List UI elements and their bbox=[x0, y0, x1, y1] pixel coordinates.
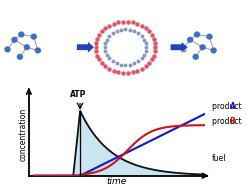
Circle shape bbox=[206, 34, 211, 39]
Circle shape bbox=[187, 37, 192, 42]
Circle shape bbox=[31, 34, 36, 39]
Text: product: product bbox=[211, 117, 243, 126]
Y-axis label: concentration: concentration bbox=[18, 108, 27, 161]
X-axis label: time: time bbox=[106, 177, 126, 186]
Text: A: A bbox=[229, 102, 234, 111]
FancyArrow shape bbox=[76, 41, 94, 53]
Circle shape bbox=[5, 47, 10, 52]
Text: B: B bbox=[229, 117, 234, 126]
Circle shape bbox=[105, 29, 145, 66]
Text: fuel: fuel bbox=[211, 154, 226, 163]
Circle shape bbox=[19, 32, 24, 37]
Circle shape bbox=[12, 37, 17, 42]
Text: ATP: ATP bbox=[70, 90, 86, 99]
Circle shape bbox=[35, 48, 40, 53]
Circle shape bbox=[199, 45, 204, 50]
Circle shape bbox=[180, 47, 185, 52]
FancyArrow shape bbox=[170, 41, 188, 53]
Text: product: product bbox=[211, 102, 243, 111]
Circle shape bbox=[18, 54, 22, 59]
Circle shape bbox=[210, 48, 215, 53]
Circle shape bbox=[194, 32, 199, 37]
Circle shape bbox=[24, 45, 29, 50]
Circle shape bbox=[192, 54, 198, 59]
